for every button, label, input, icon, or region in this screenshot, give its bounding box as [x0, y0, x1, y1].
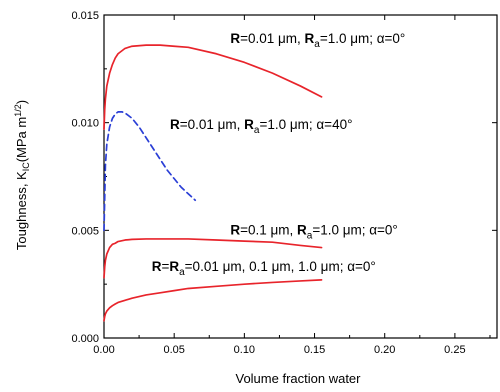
y-axis-title-unit-close: ): [14, 100, 29, 104]
plot-frame: [103, 14, 498, 339]
annotation-part: a: [179, 267, 185, 278]
annotation-part: =0.01 μm,: [240, 31, 304, 46]
y-axis-title-sub: IC: [21, 162, 31, 172]
series-line-4: [103, 279, 323, 322]
x-tick-label: 0.20: [374, 344, 395, 356]
annotation-part: =1.0 μm; α=40°: [259, 117, 352, 132]
annotation-part: =: [161, 259, 169, 274]
annotation-3: R=0.1 μm, Ra=1.0 μm; α=0°: [230, 223, 398, 242]
x-tick-label: 0.15: [304, 344, 325, 356]
y-axis-title-unit-sup: 1/2: [13, 104, 23, 117]
y-tick-label: 0.005: [71, 225, 99, 237]
x-tick-label: 0.25: [444, 344, 465, 356]
series-line-3: [103, 238, 323, 279]
y-tick-label: 0.000: [71, 333, 99, 345]
annotation-part: =1.0 μm; α=0°: [312, 223, 398, 238]
annotation-part: a: [254, 125, 260, 136]
x-axis-title: Volume fraction water: [235, 371, 361, 386]
y-tick-label: 0.015: [71, 10, 99, 22]
annotation-part: R: [230, 223, 240, 238]
series-line-1: [103, 44, 323, 130]
x-tick-label: 0.05: [163, 344, 184, 356]
y-axis-title-unit: (MPa m: [14, 117, 29, 163]
series-line-2: [103, 111, 197, 232]
annotation-2: R=0.01 μm, Ra=1.0 μm; α=40°: [170, 117, 353, 136]
annotation-part: =0.01 μm,: [180, 117, 244, 132]
annotation-4: R=Ra=0.01 μm, 0.1 μm, 1.0 μm; α=0°: [152, 259, 376, 278]
annotation-part: a: [314, 39, 320, 50]
annotation-part: R: [169, 259, 179, 274]
annotation-part: R: [170, 117, 180, 132]
annotation-part: R: [244, 117, 254, 132]
annotation-part: R: [305, 31, 315, 46]
x-tick-label: 0.10: [234, 344, 255, 356]
y-axis-title: Toughness, KIC(MPa m1/2): [13, 100, 31, 250]
annotation-part: R: [230, 31, 240, 46]
plot-area: [103, 14, 498, 339]
x-tick-label: 0.00: [93, 344, 114, 356]
axes: 0.00 0.05 0.10 0.15 0.20 0.25 0.000 0.005 0.010 0…: [71, 10, 497, 356]
annotation-part: R: [297, 223, 307, 238]
y-axis-title-main: Toughness, K: [14, 171, 29, 250]
annotations: R=0.01 μm, Ra=1.0 μm; α=0°R=0.01 μm, Ra=…: [152, 31, 406, 278]
annotation-part: =0.01 μm, 0.1 μm, 1.0 μm; α=0°: [185, 259, 376, 274]
annotation-part: R: [152, 259, 162, 274]
annotation-1: R=0.01 μm, Ra=1.0 μm; α=0°: [230, 31, 405, 50]
annotation-part: a: [307, 231, 313, 242]
annotation-part: =0.1 μm,: [240, 223, 297, 238]
annotation-part: =1.0 μm; α=0°: [320, 31, 406, 46]
series-layer: [103, 44, 323, 322]
y-tick-label: 0.010: [71, 118, 99, 130]
